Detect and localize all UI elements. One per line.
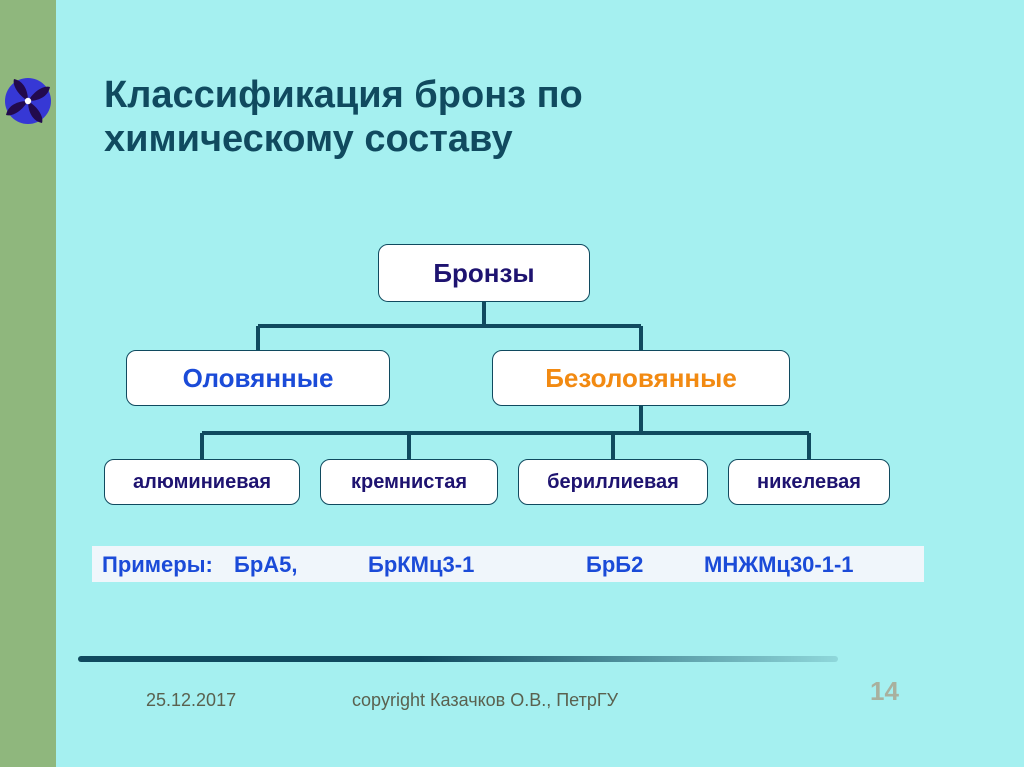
tree-level2-2: бериллиевая bbox=[518, 459, 708, 505]
page-number: 14 bbox=[870, 676, 899, 707]
tree-level1-0: Оловянные bbox=[126, 350, 390, 406]
footer-date: 25.12.2017 bbox=[146, 690, 236, 711]
title-line-1: Классификация бронз по bbox=[104, 74, 583, 116]
tree-level2-0: алюминиевая bbox=[104, 459, 300, 505]
examples-label: Примеры: bbox=[102, 552, 213, 578]
title-line-2: химическому составу bbox=[104, 118, 513, 160]
example-3: МНЖМц30-1-1 bbox=[704, 552, 854, 578]
tree-level2-3: никелевая bbox=[728, 459, 890, 505]
example-2: БрБ2 bbox=[586, 552, 643, 578]
pinwheel-icon bbox=[4, 77, 52, 125]
example-0: БрА5, bbox=[234, 552, 298, 578]
footer-copyright: copyright Казачков О.В., ПетрГУ bbox=[352, 690, 618, 711]
example-1: БрКМц3-1 bbox=[368, 552, 474, 578]
tree-level2-1: кремнистая bbox=[320, 459, 498, 505]
slide: Классификация бронз по химическому соста… bbox=[0, 0, 1024, 767]
slide-title: Классификация бронз по химическому соста… bbox=[104, 74, 583, 161]
bottom-rule bbox=[78, 656, 838, 662]
tree-level1-1: Безоловянные bbox=[492, 350, 790, 406]
tree-root: Бронзы bbox=[378, 244, 590, 302]
